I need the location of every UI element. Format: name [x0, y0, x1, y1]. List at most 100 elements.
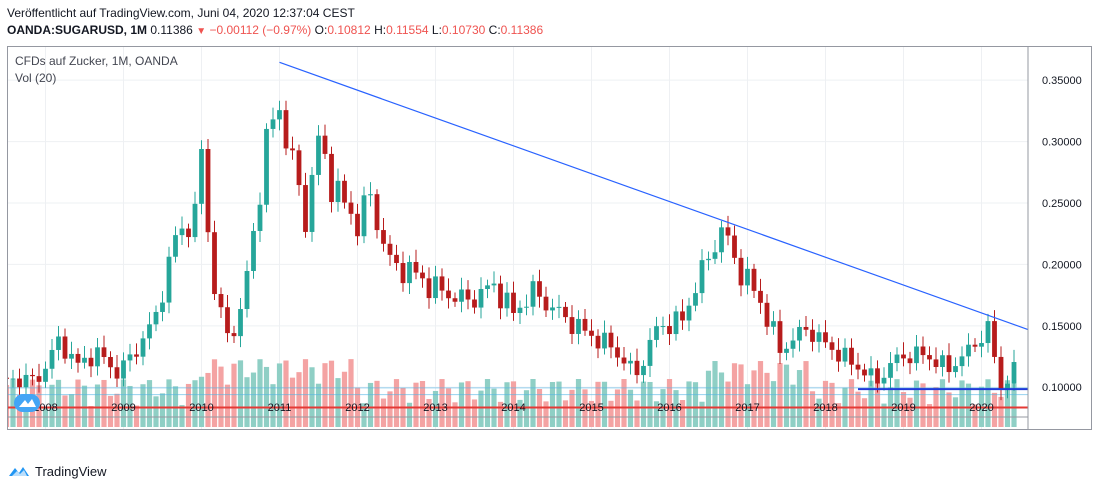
candle-body: [823, 332, 828, 343]
candle-body: [166, 256, 172, 303]
candle-body: [153, 311, 159, 325]
volume-bar: [497, 401, 504, 427]
x-tick-label: 2013: [423, 402, 447, 414]
candle-body: [556, 306, 562, 308]
volume-bar: [244, 377, 250, 427]
candle-body: [953, 366, 958, 373]
candle-body: [550, 307, 555, 311]
candle-body: [751, 268, 757, 291]
tradingview-brand[interactable]: TradingView: [7, 463, 107, 479]
volume-bar: [959, 380, 965, 427]
volume-bar: [705, 370, 712, 427]
close-value: 0.11386: [500, 23, 544, 37]
candle-body: [946, 355, 952, 373]
candle-body: [699, 260, 705, 294]
candle-body: [10, 378, 16, 380]
volume-bar: [198, 376, 205, 427]
published-info: Veröffentlicht auf TradingView.com, Juni…: [7, 6, 355, 20]
volume-bar: [686, 381, 692, 427]
volume-bar: [510, 381, 517, 427]
volume-bar: [237, 360, 244, 427]
candle-body: [270, 119, 276, 129]
volume-bar: [725, 381, 731, 427]
candle-body: [218, 294, 224, 308]
candle-body: [459, 289, 464, 302]
candle-body: [914, 346, 919, 364]
candle-body: [576, 318, 581, 334]
volume-bar: [380, 398, 387, 427]
volume-bar: [640, 381, 647, 427]
candle-body: [374, 194, 380, 231]
volume-bar: [374, 380, 380, 427]
volume-bar: [874, 383, 881, 427]
candle-body: [634, 360, 640, 376]
chart-logo-icon: [14, 394, 40, 412]
volume-bar: [367, 382, 374, 427]
candle-body: [881, 377, 887, 384]
volume-bar: [75, 379, 81, 427]
candle-body: [257, 204, 263, 231]
y-tick-label: 0.35000: [1042, 75, 1082, 87]
volume-bar: [179, 405, 185, 427]
volume-bar: [855, 391, 861, 427]
candle-body: [238, 309, 243, 337]
candle-body: [101, 347, 107, 358]
candle-body: [719, 227, 724, 253]
volume-bar: [107, 395, 114, 427]
candle-body: [413, 261, 419, 273]
candle-body: [199, 149, 204, 204]
candle-body: [231, 333, 237, 337]
volume-bar: [68, 394, 75, 427]
candle-body: [966, 344, 971, 357]
volume-bar: [114, 393, 120, 427]
candle-body: [322, 135, 328, 154]
volume-bar: [250, 372, 257, 427]
volume-bar: [120, 379, 127, 427]
volume-bar: [751, 370, 757, 427]
volume-bar: [998, 396, 1004, 427]
volume-bar: [387, 391, 393, 427]
volume-bar: [10, 379, 16, 427]
candle-body: [394, 254, 399, 264]
volume-bar: [458, 382, 465, 427]
volume-bar: [224, 384, 231, 427]
volume-bar: [595, 381, 601, 427]
candle-body: [212, 232, 217, 295]
price-chart[interactable]: 0.10000 0.15000 0.20000 0.25000 0.30000 0.350…: [8, 47, 1091, 429]
candle-body: [472, 299, 477, 308]
down-arrow-icon: ▼: [196, 26, 207, 37]
candle-body: [504, 292, 510, 309]
volume-bar: [783, 364, 790, 427]
chart-frame[interactable]: [7, 46, 1092, 430]
volume-bar: [738, 364, 744, 427]
volume-bar: [218, 366, 224, 427]
volume-bar: [270, 384, 276, 427]
volume-bar: [881, 403, 887, 427]
volume-bar: [432, 390, 439, 427]
candle-body: [998, 356, 1004, 390]
candle-body: [303, 185, 308, 232]
volume-bar: [478, 390, 484, 427]
y-tick-label: 0.30000: [1042, 137, 1082, 149]
high-label: H:: [374, 23, 387, 37]
volume-bar: [562, 400, 569, 427]
candle-body: [23, 374, 29, 388]
volume-bar: [946, 392, 952, 427]
volume-bar: [348, 359, 354, 427]
close-label: C:: [488, 23, 501, 37]
candle-body: [985, 321, 991, 344]
volume-bar: [328, 360, 335, 427]
volume-bar: [543, 401, 549, 427]
candle-body: [387, 243, 393, 255]
candle-body: [992, 321, 997, 357]
open-value: 0.10812: [327, 23, 371, 37]
candle-body: [329, 153, 334, 203]
candle-body: [290, 148, 295, 151]
volume-bar: [55, 379, 62, 427]
candle-body: [400, 263, 406, 284]
volume-bar: [484, 379, 491, 427]
candle-body: [725, 227, 731, 236]
candle-body: [810, 329, 815, 342]
volume-bar: [608, 400, 614, 427]
volume-bar: [803, 361, 809, 427]
